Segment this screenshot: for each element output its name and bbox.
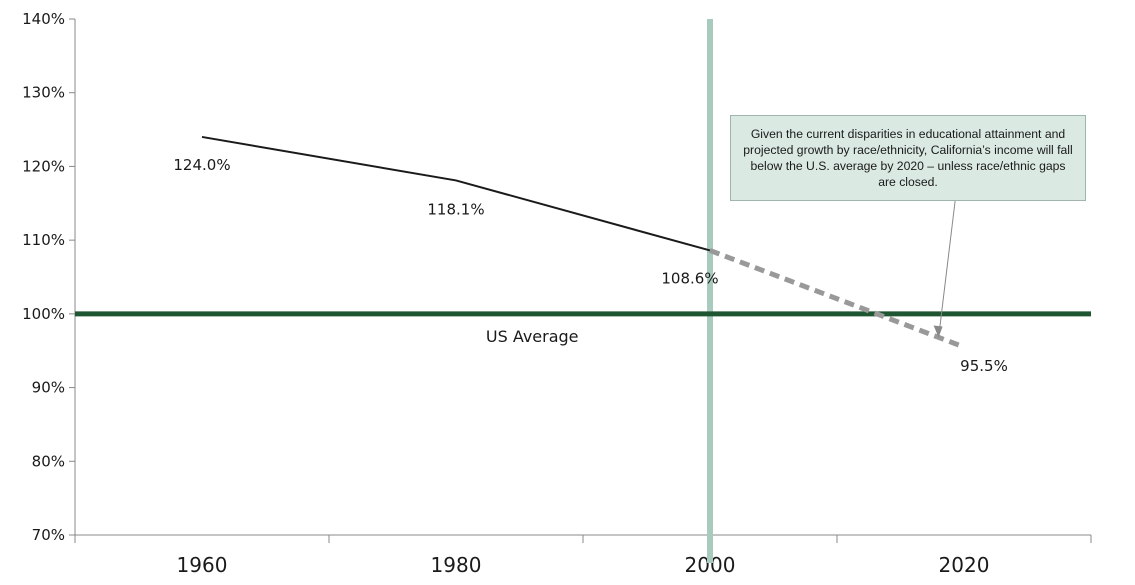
- y-tick-label: 80%: [32, 452, 65, 470]
- series-line-actual: [201, 135, 711, 252]
- annotation-pointer: [938, 200, 956, 338]
- data-label: 118.1%: [427, 200, 484, 218]
- annotation-text: Given the current disparities in educati…: [743, 127, 1073, 189]
- data-label: 108.6%: [661, 269, 718, 287]
- y-tick-label: 110%: [22, 231, 65, 249]
- x-tick-label: 1960: [177, 553, 228, 577]
- annotation-pointer-arrowhead: [933, 325, 943, 338]
- x-tick-label: 1980: [431, 553, 482, 577]
- reference-line-label: US Average: [486, 327, 579, 346]
- y-tick-label: 120%: [22, 157, 65, 175]
- y-tick-label: 90%: [32, 379, 65, 397]
- annotation-callout: Given the current disparities in educati…: [730, 115, 1086, 201]
- y-tick-label: 140%: [22, 10, 65, 28]
- x-tick-label: 2020: [939, 553, 990, 577]
- y-tick-label: 130%: [22, 84, 65, 102]
- data-label: 95.5%: [960, 357, 1008, 375]
- y-tick-label: 100%: [22, 305, 65, 323]
- series-line-projected: [709, 248, 965, 350]
- data-label: 124.0%: [173, 156, 230, 174]
- y-tick-label: 70%: [32, 526, 65, 544]
